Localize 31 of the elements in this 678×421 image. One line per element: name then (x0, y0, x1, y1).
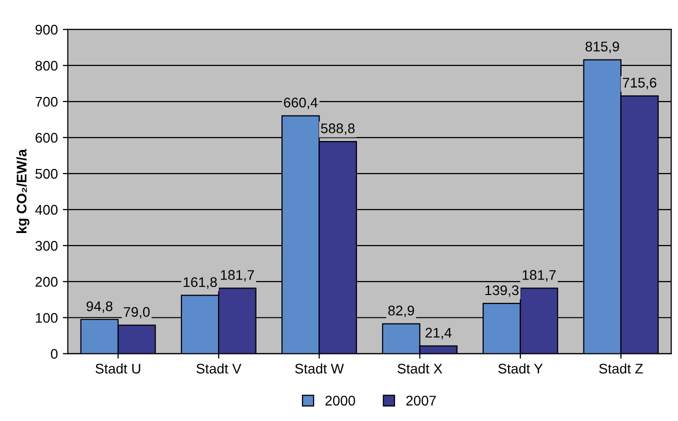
x-tick-label: Stadt Y (498, 363, 543, 374)
y-tick-label: 500 (35, 168, 58, 179)
data-label: 181,7 (522, 270, 556, 282)
data-label: 161,8 (184, 277, 217, 289)
x-tick-label: Stadt X (398, 363, 442, 374)
y-tick-label: 900 (36, 24, 58, 35)
x-tick-label: Stadt U (96, 363, 140, 374)
y-tick-label: 300 (35, 240, 58, 251)
data-label: 79,0 (124, 307, 150, 319)
y-tick-label: 700 (36, 96, 58, 107)
x-tick-label: Stadt V (196, 363, 242, 374)
data-label: 21,4 (426, 328, 452, 340)
y-tick-label: 600 (36, 132, 58, 143)
y-tick-label: 400 (35, 204, 58, 215)
y-axis-title: kg CO₂/EW/a (16, 149, 30, 234)
legend-label: 2007 (406, 396, 436, 406)
y-tick-label: 100 (36, 312, 58, 323)
y-tick-label: 800 (36, 60, 58, 71)
data-label: 715,6 (622, 78, 656, 90)
data-label: 94,8 (86, 301, 112, 313)
data-label: 181,7 (220, 270, 254, 282)
data-label: 815,9 (586, 42, 620, 54)
x-tick-label: Stadt Z (599, 363, 643, 374)
data-label: 139,3 (485, 285, 519, 297)
data-label: 588,8 (321, 123, 355, 135)
y-tick-label: 0 (50, 348, 58, 359)
y-tick-label: 200 (36, 276, 58, 287)
data-label: 660,4 (284, 98, 318, 110)
legend-label: 2000 (325, 396, 356, 406)
data-label: 82,9 (388, 306, 414, 318)
x-tick-label: Stadt W (295, 363, 344, 374)
